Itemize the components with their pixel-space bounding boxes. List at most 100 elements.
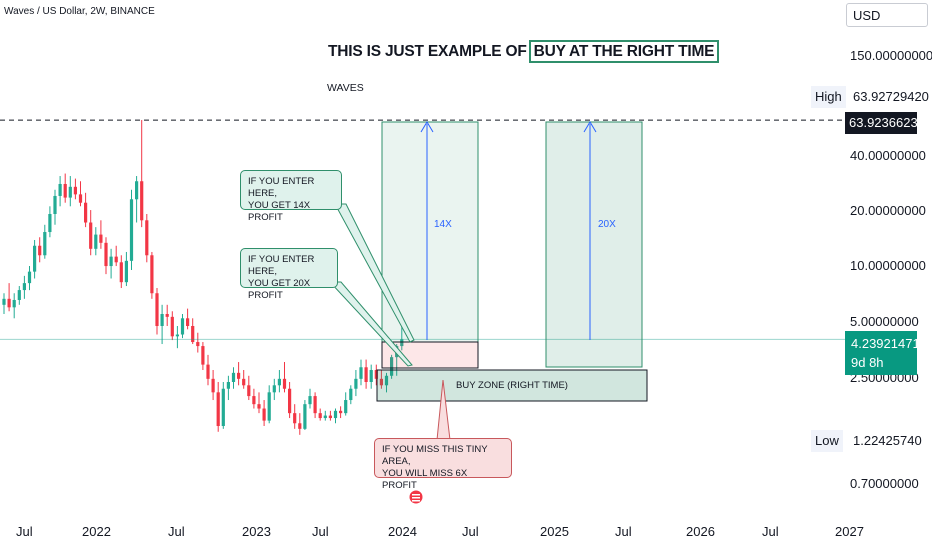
candle (318, 408, 322, 421)
candle (94, 227, 98, 256)
price-tick-label: 0.70000000 (850, 476, 919, 491)
candle (379, 370, 383, 389)
profit-zone-14x[interactable] (381, 121, 479, 343)
candle-body (267, 392, 271, 421)
note-miss[interactable]: IF YOU MISS THIS TINY AREA, YOU WILL MIS… (374, 438, 512, 491)
candle-body (89, 222, 93, 249)
candle (27, 266, 32, 291)
candle (293, 404, 297, 429)
candle (231, 367, 236, 389)
candle-body (68, 186, 72, 198)
candle-body (257, 404, 261, 409)
candle (267, 385, 271, 424)
time-axis[interactable]: Jul 2022 Jul 2023 Jul 2024 Jul 2025 Jul 2026 Jul 20… (16, 490, 864, 540)
time-tick-label: 2026 (686, 524, 715, 539)
candle (89, 210, 93, 256)
candle-body (288, 388, 292, 414)
candle-body (196, 342, 200, 347)
candle (145, 214, 149, 263)
candle-body (308, 396, 312, 405)
candle (328, 410, 332, 421)
candle (252, 388, 256, 409)
chart-drawings[interactable] (328, 121, 648, 441)
price-tick-label: 20.00000000 (850, 203, 926, 218)
candle-body (252, 396, 256, 405)
candle (78, 181, 83, 207)
candle (53, 189, 57, 225)
event-flag-stripe (412, 497, 420, 499)
event-flag-stripe (412, 500, 420, 502)
candle-body (333, 410, 338, 419)
candle-body (354, 378, 358, 389)
candle (333, 408, 338, 424)
candle-body (150, 255, 154, 294)
candle (73, 178, 77, 200)
candle (349, 385, 353, 405)
candle-body (272, 385, 276, 393)
candle-body (104, 242, 108, 267)
entry-zone-box[interactable] (381, 341, 479, 369)
currency-selector[interactable]: USD (846, 3, 928, 27)
candle (68, 176, 72, 207)
candle-body (374, 370, 378, 379)
buy-zone-box[interactable] (376, 369, 648, 402)
event-flag-icon[interactable] (409, 490, 423, 504)
candle (364, 359, 368, 389)
candle (129, 189, 134, 270)
candle (211, 370, 215, 401)
note-20x[interactable]: IF YOU ENTER HERE, YOU GET 20X PROFIT (240, 248, 338, 301)
candle (33, 239, 37, 279)
candle (257, 392, 261, 414)
time-tick-label: Jul (312, 524, 329, 539)
candle (272, 378, 276, 401)
candle (191, 318, 195, 345)
candle (119, 255, 123, 289)
note-14x[interactable]: IF YOU ENTER HERE, YOU GET 14X PROFIT (240, 170, 342, 223)
candle-body (84, 202, 88, 223)
candle-body (191, 326, 195, 343)
candle (135, 176, 139, 223)
time-tick-label: Jul (762, 524, 779, 539)
candle-body (400, 339, 404, 347)
candle-body (201, 346, 205, 365)
arrow-20x (583, 121, 597, 340)
candle (22, 275, 26, 299)
candle (390, 354, 394, 379)
candle (282, 362, 287, 393)
candle (308, 388, 312, 409)
candle (288, 382, 292, 419)
candle-body (78, 194, 83, 203)
candle (359, 359, 363, 386)
candle-body (145, 220, 149, 256)
candle-body (38, 245, 42, 256)
time-tick-label: Jul (168, 524, 185, 539)
candle-body (344, 400, 348, 414)
low-label: Low (811, 430, 843, 452)
candle (221, 382, 225, 429)
candle-body (135, 181, 139, 200)
candle-body (170, 316, 174, 337)
candle-body (247, 385, 251, 397)
profit-zone-20x[interactable] (545, 121, 643, 368)
candle-body (226, 382, 230, 389)
candle (124, 251, 128, 287)
candle-body (124, 260, 128, 283)
candle (7, 283, 11, 312)
candle-body (43, 232, 47, 256)
candle-body (349, 388, 353, 401)
candle-body (48, 214, 52, 233)
time-tick-label: Jul (462, 524, 479, 539)
arrow-14x (420, 121, 434, 340)
ratio-14x-label: 14X (434, 219, 452, 230)
candle (242, 370, 246, 389)
candle (298, 413, 302, 435)
candle (2, 293, 6, 315)
candle-body (17, 290, 21, 300)
candle-body (7, 298, 11, 308)
candle (247, 375, 251, 401)
candle (12, 293, 16, 319)
candle (313, 392, 317, 419)
candle (369, 364, 373, 389)
candle (165, 304, 169, 326)
